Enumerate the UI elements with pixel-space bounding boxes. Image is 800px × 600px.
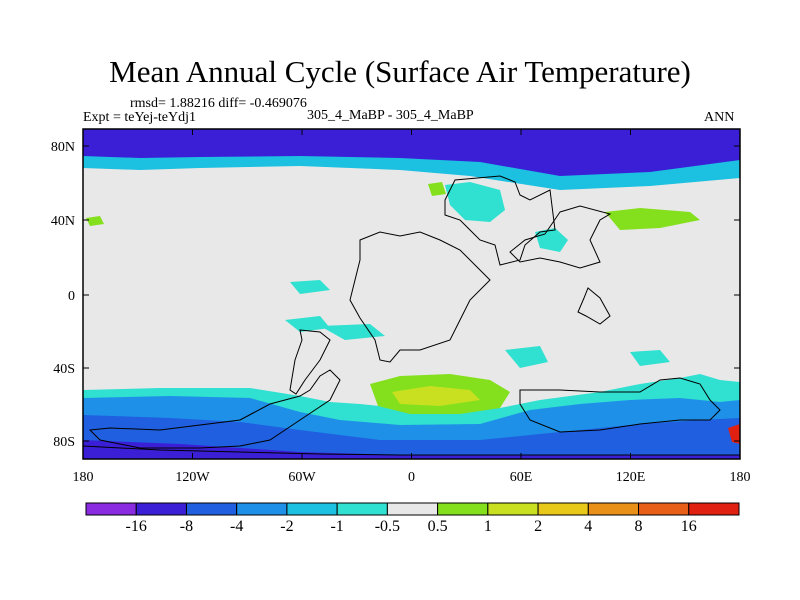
warming-patch-hot [728, 424, 740, 444]
coastline [577, 287, 611, 325]
colorbar-swatch [135, 502, 187, 516]
antarctic-band-deep [83, 440, 740, 459]
lon-tick-label: 180 [73, 470, 94, 485]
colorbar-label: -16 [125, 518, 147, 535]
colorbar-swatch [537, 502, 589, 516]
colorbar-label: 4 [584, 518, 593, 535]
coastline [88, 369, 341, 449]
experiment-label: Expt = teYej-teYdj1 [83, 110, 197, 125]
warming-patch [605, 208, 700, 230]
coastline [509, 205, 612, 269]
colorbar-swatch [587, 502, 640, 516]
coastline [444, 175, 556, 266]
coastline [289, 329, 331, 395]
colorbar-label: 0.5 [427, 518, 448, 535]
colorbar-swatch [487, 502, 539, 516]
warming-patch-strong [392, 386, 480, 406]
cooling-patch [320, 324, 385, 340]
colorbar-swatch [185, 502, 238, 516]
colorbar-label: 16 [680, 518, 697, 535]
coastline [349, 231, 491, 363]
map-plot-area [83, 129, 740, 459]
lon-tick-label: 60W [288, 470, 316, 485]
lon-tick-label: 120W [175, 470, 210, 485]
cooling-patch [290, 280, 330, 294]
lat-tick-label: 80N [51, 140, 75, 155]
colorbar-label: 2 [534, 518, 543, 535]
colorbar-label: 8 [634, 518, 643, 535]
antarctic-band-dark [83, 415, 740, 459]
colorbar-swatch [688, 502, 740, 516]
lon-tick-label: 180 [730, 470, 751, 485]
lon-tick-label: 60E [510, 470, 533, 485]
coastline [83, 445, 740, 456]
colorbar-label: -0.5 [374, 518, 401, 535]
lon-tick-label: 120E [616, 470, 646, 485]
comparison-label: 305_4_MaBP - 305_4_MaBP [307, 108, 474, 123]
stats-label: rmsd= 1.88216 diff= -0.469076 [130, 96, 307, 111]
colorbar [85, 502, 740, 516]
lat-tick-label: 80S [53, 435, 75, 450]
lat-tick-label: 40N [51, 214, 75, 229]
colorbar-label: 1 [483, 518, 492, 535]
colorbar-swatch [336, 502, 388, 516]
colorbar-swatch [236, 502, 288, 516]
colorbar-swatch [437, 502, 489, 516]
cooling-patch [535, 228, 568, 252]
colorbar-label: -2 [280, 518, 294, 535]
axis-ticks: 80N 40N 0 40S 80S 180 120W 60W 0 60E 120E 180 [51, 129, 751, 485]
lat-tick-label: 0 [68, 289, 75, 304]
colorbar-label: -1 [330, 518, 344, 535]
cooling-patch [285, 316, 330, 332]
colorbar-swatch [286, 502, 338, 516]
colorbar-swatch [85, 502, 137, 516]
coastline [519, 377, 721, 433]
cooling-patch [630, 350, 670, 366]
cooling-patch [445, 182, 505, 222]
map-title: Mean Annual Cycle (Surface Air Temperatu… [109, 54, 691, 89]
colorbar-swatch [638, 502, 690, 516]
arctic-band-dark [83, 129, 740, 176]
colorbar-swatch [386, 502, 439, 516]
cooling-patch [505, 346, 548, 368]
lon-tick-label: 0 [408, 470, 415, 485]
season-label: ANN [704, 110, 735, 125]
lat-tick-label: 40S [53, 362, 75, 377]
warming-patch [86, 216, 104, 226]
colorbar-label: -8 [179, 518, 194, 535]
warming-patch [428, 182, 446, 196]
colorbar-label: -4 [230, 518, 244, 535]
